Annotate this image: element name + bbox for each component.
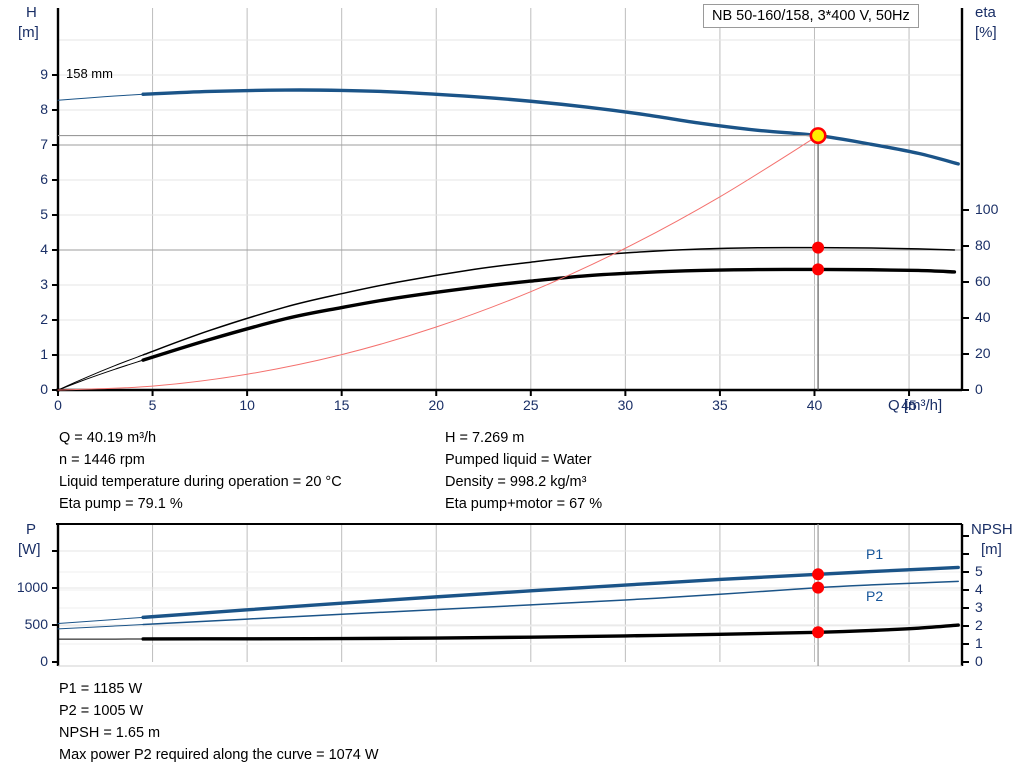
top-y2-tick-label: 100	[975, 201, 999, 217]
eta-pump-duty-dot[interactable]	[812, 241, 825, 254]
top-y2-tick-label: 80	[975, 237, 991, 253]
top-curve-5	[141, 267, 957, 362]
duty-info-right-0: H = 7.269 m	[445, 430, 525, 446]
top-y-axis-name-line1: H	[26, 4, 37, 21]
top-y-tick-label: 1	[40, 346, 48, 362]
p2-duty-dot[interactable]	[812, 581, 825, 594]
top-y-axis-name-line2: [m]	[18, 24, 39, 41]
top-y2-tick-label: 0	[975, 381, 983, 397]
bottom-curve-5	[141, 623, 960, 641]
bottom-y-axis-name-line2: [W]	[18, 541, 41, 558]
top-x-tick-label: 45	[901, 397, 917, 413]
top-curve-4	[57, 359, 144, 391]
duty-point-marker[interactable]	[809, 127, 827, 145]
duty-info-right-3: Eta pump+motor = 67 %	[445, 496, 603, 512]
top-y-tick-label: 5	[40, 206, 48, 222]
top-curve-3	[142, 246, 956, 356]
top-y-tick-label: 9	[40, 66, 48, 82]
top-y-tick-label: 2	[40, 311, 48, 327]
bottom-y2-tick-label: 3	[975, 599, 983, 615]
bottom-y-tick-label: 1000	[16, 579, 48, 595]
top-y2-tick-label: 60	[975, 273, 991, 289]
top-y-tick-label: 3	[40, 276, 48, 292]
top-curve-6	[57, 135, 819, 391]
p1-duty-dot[interactable]	[812, 568, 825, 581]
top-y2-axis-name-line2: [%]	[975, 24, 997, 41]
duty-info-right-1: Pumped liquid = Water	[445, 452, 592, 468]
power-info-3: Max power P2 required along the curve = …	[59, 747, 379, 763]
impeller-diameter-label: 158 mm	[66, 66, 113, 81]
power-info-1: P2 = 1005 W	[59, 703, 144, 719]
bottom-curve-2	[57, 624, 144, 630]
power-info-2: NPSH = 1.65 m	[59, 725, 161, 741]
top-curve-0	[57, 93, 144, 101]
bottom-curve-0	[57, 616, 144, 625]
power-info-0: P1 = 1185 W	[59, 681, 143, 697]
top-y2-tick-label: 40	[975, 309, 991, 325]
bottom-y-tick-label: 0	[40, 653, 48, 669]
chart-title-box: NB 50-160/158, 3*400 V, 50Hz	[703, 4, 919, 28]
top-curve-2	[57, 354, 144, 391]
top-y-tick-label: 8	[40, 101, 48, 117]
bottom-y2-tick-label: 1	[975, 635, 983, 651]
bottom-curve-1	[141, 565, 960, 620]
bottom-y2-axis-name-line2: [m]	[981, 541, 1002, 558]
top-x-tick-label: 20	[428, 397, 445, 413]
top-curve-1	[141, 88, 960, 166]
top-y-tick-label: 4	[40, 241, 48, 257]
top-x-tick-label: 40	[806, 397, 823, 413]
top-y2-axis-name-line1: eta	[975, 4, 996, 21]
top-x-tick-label: 30	[617, 397, 634, 413]
eta-pump-motor-duty-dot[interactable]	[812, 263, 825, 276]
bottom-y2-tick-label: 2	[975, 617, 983, 633]
bottom-y2-tick-label: 5	[975, 563, 983, 579]
top-x-tick-label: 15	[333, 397, 350, 413]
bottom-y2-tick-label: 4	[975, 581, 983, 597]
top-y2-tick-label: 20	[975, 345, 991, 361]
top-x-tick-label: 5	[148, 397, 157, 413]
top-x-tick-label: 25	[523, 397, 539, 413]
bottom-curve-3	[142, 580, 959, 626]
duty-info-left-3: Eta pump = 79.1 %	[59, 496, 183, 512]
series-label-p1: P1	[866, 546, 884, 562]
bottom-y2-axis-name-line1: NPSH	[971, 521, 1013, 538]
bottom-y2-tick-label: 0	[975, 653, 983, 669]
top-y-tick-label: 6	[40, 171, 48, 187]
duty-info-left-0: Q = 40.19 m³/h	[59, 430, 157, 446]
top-x-axis-name: Q [m³/h]	[888, 397, 943, 414]
top-y-tick-label: 7	[40, 136, 48, 152]
top-y-tick-label: 0	[40, 381, 48, 397]
top-x-tick-label: 35	[712, 397, 728, 413]
bottom-y-axis-name-line1: P	[26, 521, 37, 538]
npsh-duty-dot[interactable]	[812, 626, 825, 639]
top-x-tick-label: 0	[54, 397, 62, 413]
duty-info-left-1: n = 1446 rpm	[59, 452, 145, 468]
bottom-y-tick-label: 500	[24, 616, 48, 632]
top-x-tick-label: 10	[239, 397, 255, 413]
duty-info-right-2: Density = 998.2 kg/m³	[445, 474, 587, 490]
series-label-p2: P2	[866, 588, 884, 604]
duty-info-left-2: Liquid temperature during operation = 20…	[59, 474, 342, 490]
